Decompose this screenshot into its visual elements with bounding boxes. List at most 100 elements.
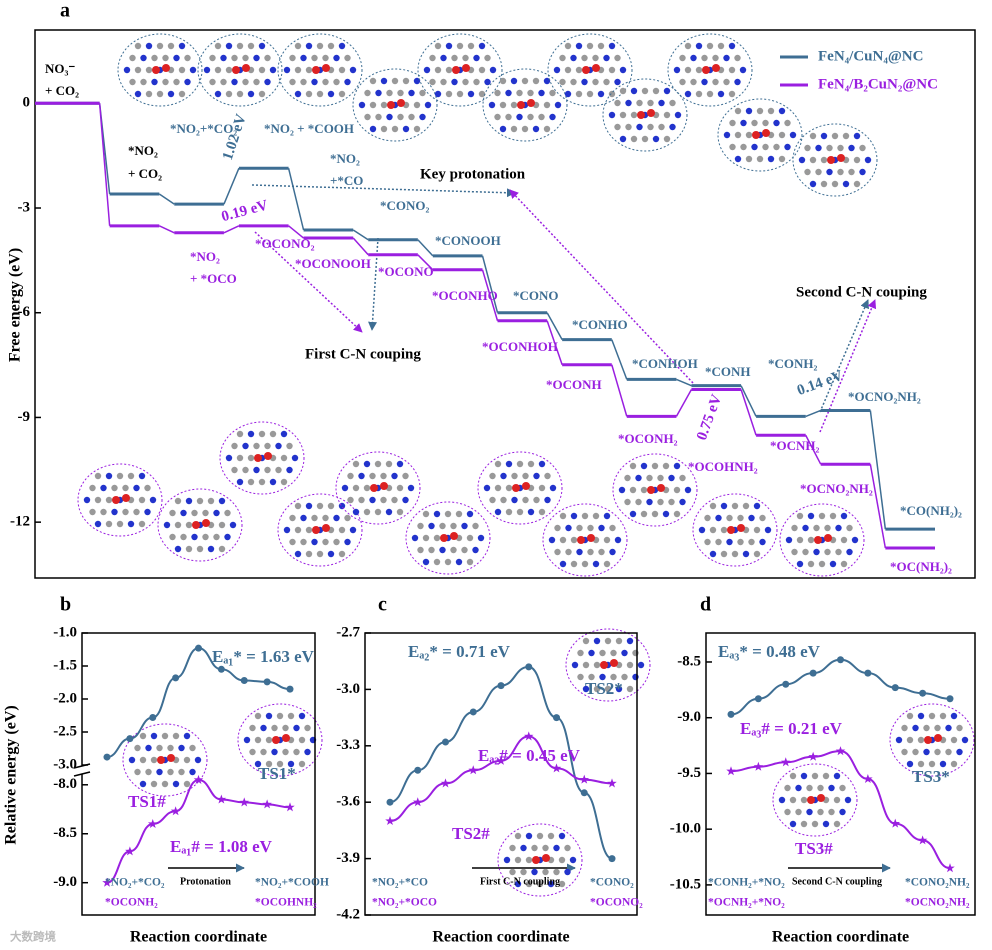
point (917, 835, 928, 845)
structure-outline (482, 68, 568, 142)
point (523, 731, 534, 741)
y-tick-label: -4.2 (336, 906, 360, 922)
atom (646, 474, 653, 482)
atom (663, 111, 671, 119)
atom (695, 90, 703, 98)
atom (603, 512, 611, 520)
atom (673, 486, 681, 494)
atom (723, 131, 731, 139)
atom (134, 744, 141, 752)
atom (174, 521, 182, 529)
atom (517, 101, 525, 109)
annotation: *NO₂ (128, 143, 158, 158)
atom (473, 54, 480, 62)
atom (582, 661, 590, 669)
atom (369, 496, 376, 504)
atom (189, 66, 197, 74)
atom (662, 462, 670, 470)
atom (822, 772, 830, 780)
atom (587, 534, 595, 542)
atom (122, 508, 129, 516)
atom (236, 454, 244, 462)
atom (723, 54, 730, 62)
annotation: *CONHO (572, 317, 628, 332)
structure-outline (157, 488, 243, 562)
atom (950, 736, 958, 744)
atom (778, 107, 786, 115)
atom (364, 89, 371, 97)
atom (258, 478, 266, 486)
atom (374, 508, 382, 516)
atom (161, 780, 169, 788)
atom (145, 66, 153, 74)
atom (695, 66, 703, 74)
atom (478, 66, 486, 74)
atom (657, 484, 665, 492)
atom (397, 99, 405, 107)
atom (789, 796, 797, 804)
annotation: Key protonation (420, 166, 526, 182)
atom (127, 520, 135, 528)
atom (828, 784, 835, 792)
atom (349, 526, 357, 534)
atom (167, 42, 175, 50)
atom (604, 685, 612, 693)
atom (207, 497, 215, 505)
atom (172, 780, 180, 788)
atom (619, 111, 627, 119)
atom (287, 760, 295, 768)
atom (813, 548, 820, 556)
atom (505, 484, 513, 492)
atom (789, 820, 797, 828)
atom (608, 42, 616, 50)
atom (751, 119, 758, 127)
atom (807, 560, 815, 568)
atom (191, 533, 198, 541)
annotation: NO₃⁻ (45, 61, 75, 76)
atom (178, 66, 186, 74)
structure-outline (117, 33, 203, 107)
atom (333, 54, 340, 62)
atom (265, 736, 273, 744)
atom (704, 514, 711, 522)
atom (231, 54, 238, 62)
atom (452, 66, 460, 74)
atom (609, 548, 616, 556)
atom (815, 168, 822, 176)
atom (571, 661, 579, 669)
annotation: Protonation (180, 876, 231, 887)
annotation: +*CO (330, 173, 363, 188)
atom (349, 66, 357, 74)
atom (619, 87, 627, 95)
atom (706, 90, 714, 98)
atom (434, 90, 442, 98)
atom (311, 54, 318, 62)
atom (729, 143, 736, 151)
atom (129, 54, 136, 62)
atom (723, 78, 730, 86)
point (551, 763, 562, 773)
atom (374, 460, 382, 468)
structure-outline (219, 421, 305, 495)
atom (338, 42, 346, 50)
atom (791, 524, 798, 532)
atom (184, 78, 191, 86)
atom (298, 712, 306, 720)
atom (824, 534, 832, 542)
y-tick-label: -1.0 (53, 624, 77, 640)
atom (734, 131, 742, 139)
atom (183, 780, 191, 788)
atom (950, 712, 958, 720)
annotation: TS3* (912, 767, 950, 786)
atom (344, 54, 351, 62)
atom (369, 472, 376, 480)
atom (184, 54, 191, 62)
atom (511, 496, 518, 504)
atom (559, 54, 566, 62)
atom (599, 649, 606, 657)
atom (500, 496, 507, 504)
atom (445, 66, 453, 74)
atom (105, 520, 113, 528)
atom (434, 42, 442, 50)
annotation: TS3# (795, 839, 833, 858)
